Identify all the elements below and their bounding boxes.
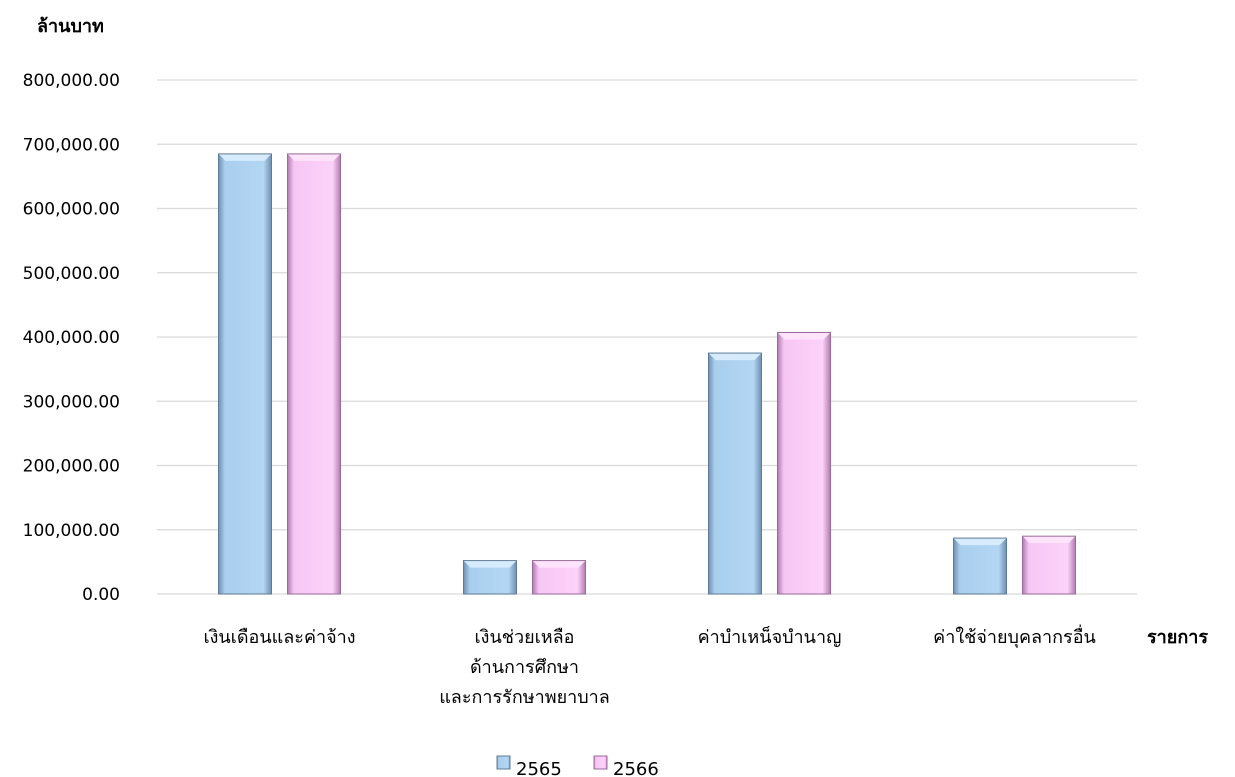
x-tick-label: เงินช่วยเหลือ bbox=[475, 627, 575, 648]
bar bbox=[1022, 535, 1076, 595]
bar bbox=[953, 537, 1007, 595]
bar-outline bbox=[708, 352, 762, 595]
bar-body bbox=[777, 332, 831, 594]
legend-item: 2566 bbox=[593, 755, 659, 777]
x-axis-title: รายการ bbox=[1147, 627, 1208, 648]
bar-body bbox=[218, 153, 272, 594]
legend-item: 2565 bbox=[496, 755, 562, 777]
legend-swatch bbox=[496, 755, 511, 770]
bar-outline bbox=[287, 153, 341, 595]
x-tick-label: และการรักษาพยาบาล bbox=[439, 687, 610, 708]
bar bbox=[287, 153, 341, 595]
legend-swatch bbox=[593, 755, 608, 770]
bar-outline bbox=[777, 332, 831, 595]
bar-body bbox=[953, 538, 1007, 594]
bar-outline bbox=[218, 153, 272, 595]
legend-label: 2566 bbox=[613, 759, 659, 777]
bar-cap bbox=[463, 560, 517, 568]
bar-cap bbox=[777, 332, 831, 340]
bar bbox=[777, 332, 831, 595]
bar bbox=[218, 153, 272, 595]
y-axis-title: ล้านบาท bbox=[37, 16, 104, 37]
x-tick-label: ด้านการศึกษา bbox=[470, 657, 579, 678]
bar bbox=[463, 560, 517, 595]
bar-cap bbox=[218, 153, 272, 161]
bar bbox=[708, 352, 762, 595]
y-tick-label: 100,000.00 bbox=[23, 521, 120, 541]
legend-label: 2565 bbox=[516, 759, 562, 777]
bar-cap bbox=[532, 560, 586, 568]
bar-body bbox=[708, 353, 762, 594]
y-tick-label: 200,000.00 bbox=[23, 457, 120, 477]
bar-body bbox=[287, 153, 341, 594]
y-tick-label: 400,000.00 bbox=[23, 328, 120, 348]
bar-outline bbox=[532, 560, 586, 595]
x-tick-label: เงินเดือนและค่าจ้าง bbox=[203, 627, 355, 648]
y-tick-label: 700,000.00 bbox=[23, 135, 120, 155]
y-tick-label: 800,000.00 bbox=[23, 71, 120, 91]
y-tick-label: 500,000.00 bbox=[23, 264, 120, 284]
bar-cap bbox=[1022, 536, 1076, 544]
x-tick-label: ค่าใช้จ่ายบุคลากรอื่น bbox=[933, 624, 1096, 648]
x-tick-label: ค่าบำเหน็จบำนาญ bbox=[698, 625, 842, 648]
bar-cap bbox=[287, 153, 341, 161]
bar-cap bbox=[953, 538, 1007, 546]
bar-outline bbox=[1022, 535, 1076, 595]
y-tick-label: 0.00 bbox=[82, 585, 120, 605]
legend: 2565 2566 bbox=[496, 755, 659, 777]
bar-outline bbox=[953, 537, 1007, 595]
bar-body bbox=[1022, 536, 1076, 594]
y-tick-label: 300,000.00 bbox=[23, 392, 120, 412]
bar-outline bbox=[463, 560, 517, 595]
y-tick-label: 600,000.00 bbox=[23, 200, 120, 220]
bar-cap bbox=[708, 353, 762, 361]
bar bbox=[532, 560, 586, 595]
